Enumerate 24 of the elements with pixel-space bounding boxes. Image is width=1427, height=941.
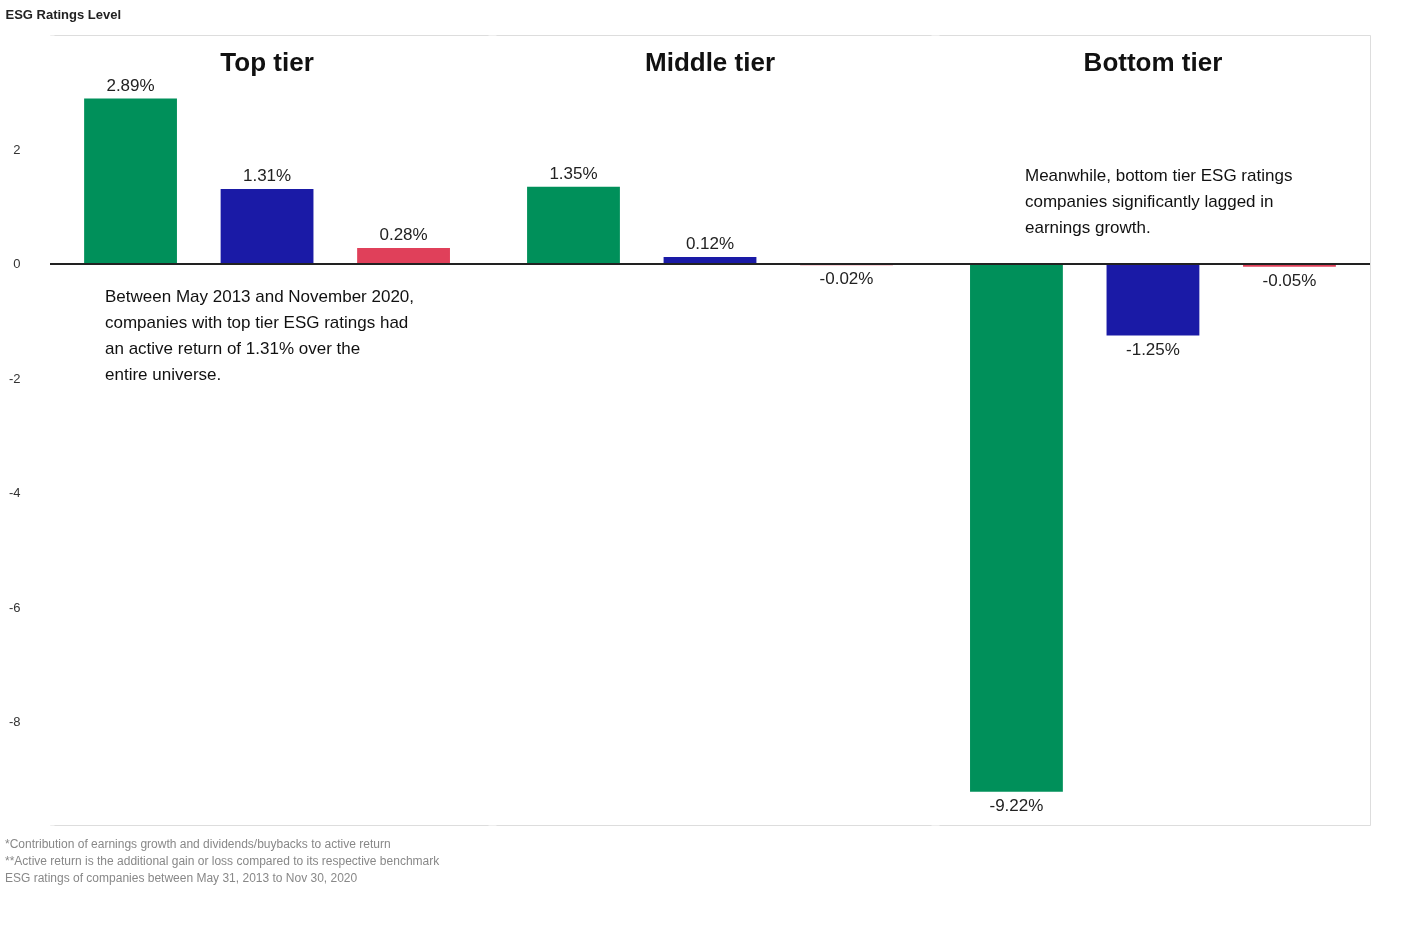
y-tick-label: 0: [13, 256, 21, 272]
x-tick-label: Middle tier: [644, 46, 776, 77]
data-label: 2.89%: [106, 75, 155, 95]
y-tick-label: -2: [8, 370, 21, 386]
data-label: 1.35%: [549, 163, 598, 183]
data-label: 1.31%: [242, 165, 292, 185]
y-tick-label: -4: [8, 485, 21, 501]
data-label: -1.25%: [1126, 339, 1180, 359]
x-tick-label: Top tier: [220, 46, 314, 77]
y-tick-label: -6: [8, 599, 21, 615]
annotation: Between May 2013 and November 2020, companies with top tier ESG ratings had an active return of 1.31% over the entire universe.: [105, 286, 415, 384]
x-tick-label: Bottom tier: [1083, 46, 1223, 77]
text: *Contribution of earnings growth and dividends/buybacks to active return: [5, 837, 391, 851]
data-label: 0.12%: [685, 234, 735, 254]
text: ESG ratings of companies between May 31, 2013 to Nov 30, 2020: [5, 871, 358, 885]
data-label: -0.02%: [819, 269, 874, 289]
y-axis-title: ESG Ratings Level: [5, 6, 122, 22]
data-label: 0.28%: [379, 224, 428, 244]
data-label: -9.22%: [989, 795, 1044, 815]
annotation: Meanwhile, bottom tier ESG ratings companies significantly lagged in earnings growth.: [1025, 165, 1293, 237]
data-label: -0.05%: [1262, 270, 1317, 290]
text: **Active return is the additional gain or loss compared to its respective benchmark: [5, 854, 441, 868]
y-tick-label: -8: [8, 714, 21, 730]
y-tick-label: 2: [13, 141, 21, 157]
